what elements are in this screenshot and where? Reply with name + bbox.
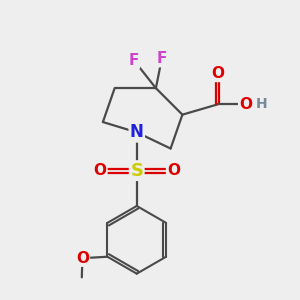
- Text: N: N: [130, 123, 144, 141]
- Text: F: F: [157, 51, 167, 66]
- Text: O: O: [239, 97, 252, 112]
- Text: O: O: [211, 66, 224, 81]
- Text: O: O: [76, 251, 89, 266]
- Text: S: S: [130, 162, 143, 180]
- Text: H: H: [256, 98, 267, 111]
- Text: O: O: [167, 163, 180, 178]
- Text: O: O: [93, 163, 106, 178]
- Text: F: F: [129, 53, 139, 68]
